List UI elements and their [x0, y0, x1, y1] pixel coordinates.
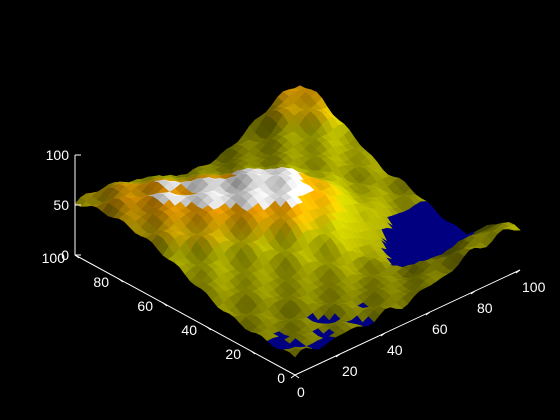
x-tick-mark [470, 290, 476, 295]
y-tick-label: 100 [42, 250, 66, 266]
y-tick-mark [118, 278, 124, 283]
y-tick-label: 20 [225, 346, 241, 362]
x-tick-mark [425, 311, 431, 316]
x-axis-line [294, 269, 521, 376]
y-tick-mark [294, 374, 300, 379]
z-tick-label: 50 [53, 197, 69, 213]
x-tick-label: 20 [342, 363, 358, 379]
x-tick-label: 100 [522, 279, 546, 295]
x-tick-label: 80 [477, 300, 493, 316]
x-tick-mark [290, 374, 296, 379]
x-tick-label: 40 [387, 342, 403, 358]
x-tick-label: 0 [297, 384, 305, 400]
terrain-surface [74, 85, 521, 358]
y-tick-label: 0 [277, 370, 285, 386]
y-tick-label: 60 [137, 298, 153, 314]
x-tick-label: 60 [432, 321, 448, 337]
x-tick-mark [380, 332, 386, 337]
y-tick-mark [250, 350, 256, 355]
x-tick-mark [515, 269, 521, 274]
y-axis-line [74, 254, 296, 376]
y-tick-label: 40 [181, 322, 197, 338]
x-tick-mark [335, 353, 341, 358]
y-tick-label: 80 [93, 274, 109, 290]
y-tick-mark [206, 326, 212, 331]
z-tick-label: 100 [46, 147, 70, 163]
z-tick-label: 0 [61, 247, 69, 263]
surface-patch [289, 347, 302, 358]
y-tick-mark [162, 302, 168, 307]
